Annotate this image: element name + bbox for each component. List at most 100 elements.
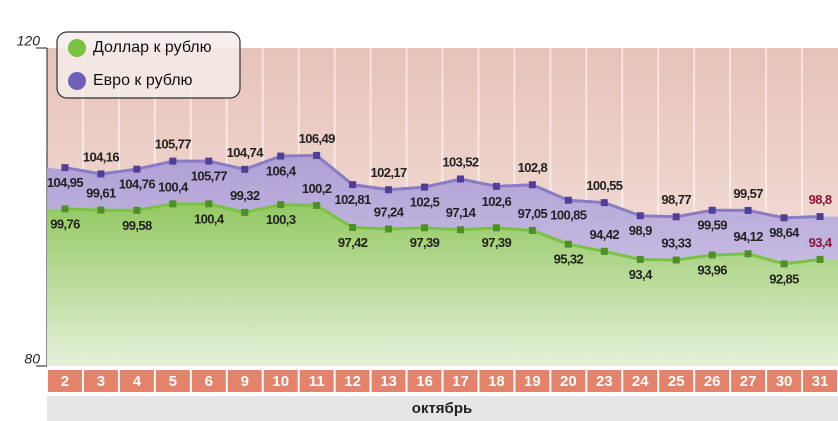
marker [745,207,752,214]
marker [457,176,464,183]
x-tick-label: 6 [205,373,213,390]
value-label: 102,17 [370,165,407,180]
value-label: 93,96 [697,262,727,277]
value-label: 97,24 [374,204,405,219]
page: 8012099,7699,6199,58100,4100,499,32100,3… [0,0,838,421]
value-label: 100,4 [194,211,225,226]
marker [601,248,608,255]
x-tick-label: 16 [416,373,433,390]
x-tick-label: 27 [740,373,757,390]
value-label: 98,9 [629,223,652,238]
marker [565,197,572,204]
marker [133,166,140,173]
value-label: 99,58 [122,218,152,233]
value-label: 100,2 [302,181,332,196]
x-tick-label: 13 [380,373,397,390]
legend-label: Доллар к рублю [93,39,212,56]
value-label: 100,85 [550,208,587,223]
y-tick-label: 120 [17,33,41,49]
marker [61,205,68,212]
value-label: 104,74 [227,145,265,160]
value-label: 106,4 [266,164,297,179]
x-tick-label: 10 [272,373,289,390]
value-label: 102,8 [518,160,548,175]
marker [205,158,212,165]
marker [673,213,680,220]
y-tick-label: 80 [24,351,40,367]
value-label: 104,76 [119,177,156,192]
value-label: 99,57 [733,186,763,201]
x-tick-label: 18 [488,373,505,390]
value-label: 93,4 [809,235,833,250]
marker [601,199,608,206]
x-tick-label: 2 [61,373,69,390]
value-label: 99,76 [50,216,80,231]
marker [61,164,68,171]
marker [241,166,248,173]
x-tick-label: 5 [169,373,177,390]
x-tick-label: 24 [632,373,649,390]
marker [529,227,536,234]
x-tick-label: 12 [344,373,361,390]
x-tick-label: 4 [133,373,142,390]
x-tick-label: 30 [776,373,793,390]
marker [349,181,356,188]
x-tick-label: 20 [560,373,577,390]
marker [205,200,212,207]
value-label: 106,49 [299,131,336,146]
marker [313,152,320,159]
value-label: 100,55 [586,178,623,193]
marker [277,153,284,160]
value-label: 93,4 [629,267,653,282]
x-tick-label: 11 [309,373,325,390]
value-label: 105,77 [191,169,228,184]
x-axis-label: октябрь [412,400,472,417]
x-tick-label: 17 [452,373,469,390]
value-label: 97,39 [482,235,512,250]
marker [133,207,140,214]
marker [637,212,644,219]
marker [385,186,392,193]
x-tick-label: 9 [241,373,249,390]
marker [673,257,680,264]
x-tick-label: 19 [524,373,541,390]
marker [313,202,320,209]
marker [745,250,752,257]
marker [565,241,572,248]
legend-label: Евро к рублю [93,72,193,89]
value-label: 98,8 [809,192,832,207]
x-tick-label: 26 [704,373,721,390]
marker [781,214,788,221]
value-label: 105,77 [155,137,192,152]
marker [493,224,500,231]
value-label: 95,32 [554,252,584,267]
value-label: 102,81 [335,192,372,207]
legend-marker [68,72,86,90]
marker [349,224,356,231]
value-label: 92,85 [769,271,799,286]
value-label: 99,59 [697,218,727,233]
marker [277,201,284,208]
value-label: 97,39 [410,235,440,250]
marker [781,260,788,267]
marker [241,209,248,216]
marker [709,252,716,259]
value-label: 97,14 [446,205,477,220]
marker [421,224,428,231]
marker [457,226,464,233]
marker [385,225,392,232]
marker [817,256,824,263]
marker [493,183,500,190]
value-label: 99,32 [230,188,260,203]
x-tick-label: 31 [812,373,829,390]
value-label: 102,6 [482,194,512,209]
marker [637,256,644,263]
marker [97,207,104,214]
marker [529,181,536,188]
value-label: 100,4 [158,179,189,194]
chart: 8012099,7699,6199,58100,4100,499,32100,3… [0,0,838,421]
x-tick-label: 23 [596,373,613,390]
value-label: 94,12 [733,229,763,244]
value-label: 94,42 [590,227,620,242]
marker [97,170,104,177]
